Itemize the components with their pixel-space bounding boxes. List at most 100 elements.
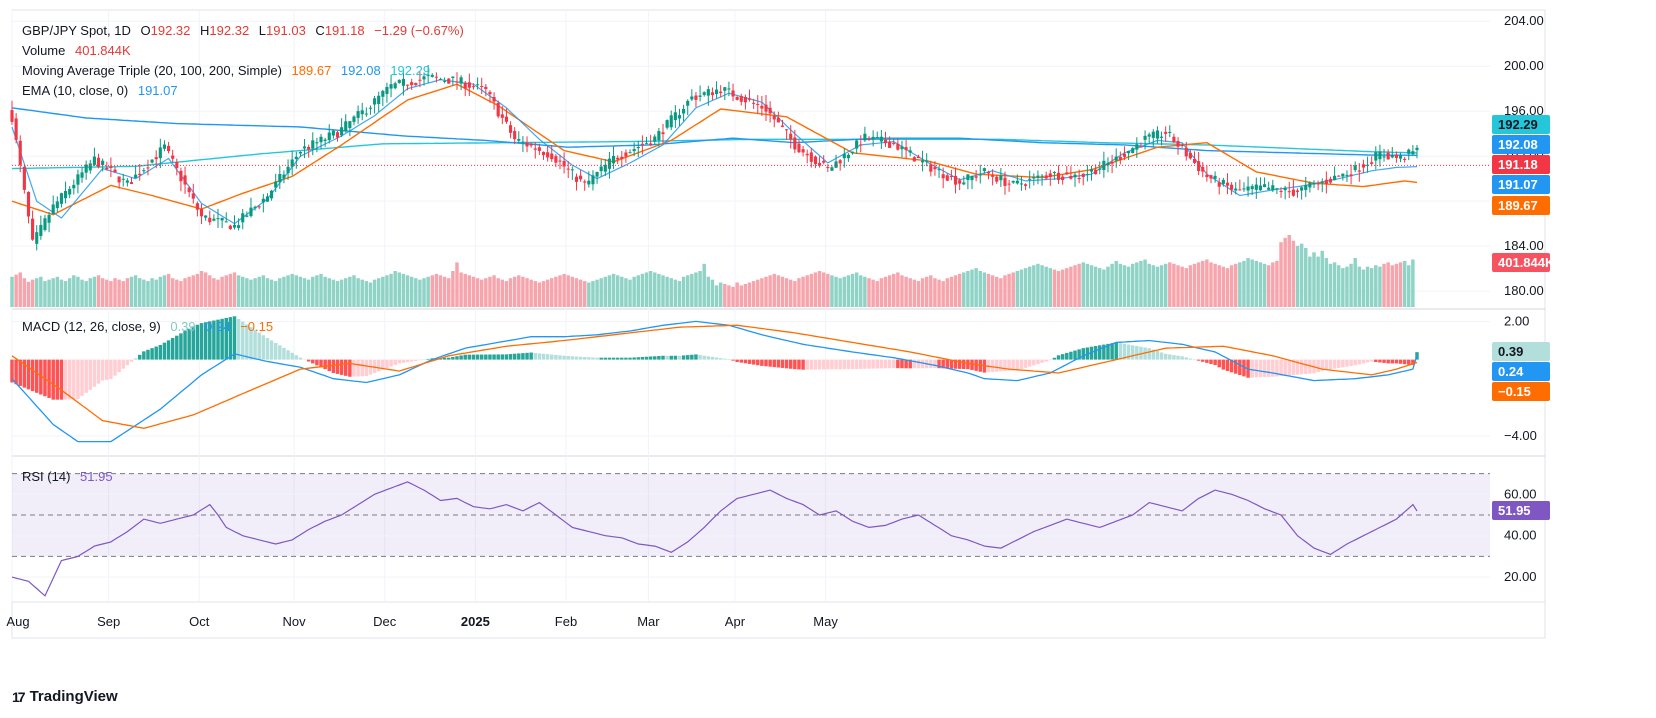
candle-body	[105, 167, 109, 170]
volume-bar	[331, 279, 336, 307]
candle-body	[500, 114, 504, 118]
macd-histogram-bar	[883, 359, 888, 369]
volume-bar	[282, 276, 286, 307]
label-ma200-text: 192.29	[1498, 117, 1538, 132]
volume-bar	[471, 276, 476, 307]
candle-body	[1094, 169, 1098, 175]
candle-body	[1230, 184, 1234, 190]
price-axis-labels: 192.29 192.08 191.18 191.07 189.67 401.844K 0.…	[1492, 115, 1555, 520]
volume-bar	[1295, 245, 1300, 307]
macd-histogram-bar	[352, 359, 356, 377]
macd-histogram-bar	[1176, 355, 1180, 360]
candle-body	[294, 156, 298, 160]
macd-histogram-bar	[385, 359, 389, 369]
volume-bar	[1209, 262, 1213, 307]
macd-histogram-bar	[710, 356, 715, 360]
volume-bar	[1102, 269, 1106, 307]
macd-histogram-bar	[14, 359, 18, 385]
macd-signal-value: −0.15	[240, 319, 274, 334]
candle-body	[220, 217, 224, 221]
moving-average-lines	[11, 79, 1418, 225]
volume-bar	[1233, 263, 1238, 307]
ma100-line	[11, 107, 1417, 156]
volume-bar	[356, 278, 360, 307]
candle-body	[274, 181, 278, 188]
volume-bar	[162, 275, 167, 307]
candle-body	[1176, 141, 1180, 147]
macd-histogram-bar	[743, 359, 748, 364]
macd-histogram-bar	[59, 359, 64, 400]
volume-bar	[496, 278, 500, 307]
volume-bar	[142, 279, 146, 307]
macd-histogram-bar	[521, 353, 525, 360]
macd-histogram-bar	[632, 357, 636, 360]
candle-body	[719, 91, 723, 94]
ema-value: 191.07	[137, 83, 178, 98]
volume-bar	[183, 278, 187, 307]
candle-body	[1180, 145, 1184, 147]
volume-bar	[525, 278, 529, 307]
volume-bar	[467, 275, 472, 307]
candle-body	[1221, 179, 1225, 184]
candle-body	[1411, 151, 1415, 155]
macd-histogram-bar	[1254, 359, 1259, 378]
volume-legend: Volume 401.844K	[22, 42, 131, 60]
volume-bar	[727, 285, 731, 307]
macd-histogram-bar	[768, 359, 772, 367]
macd-histogram-bar	[826, 359, 830, 370]
candle-body	[1036, 175, 1040, 178]
candle-body	[496, 102, 500, 117]
candle-body	[834, 161, 838, 168]
candle-body	[1077, 178, 1081, 180]
candle-body	[797, 143, 801, 153]
macd-histogram-bar	[1221, 359, 1226, 370]
candle-body	[888, 142, 892, 148]
candle-body	[26, 191, 31, 217]
volume-bar	[170, 278, 175, 307]
macd-histogram-bar	[447, 357, 451, 360]
macd-histogram-bar	[1159, 352, 1164, 360]
macd-histogram-bar	[319, 359, 323, 368]
ma200-value: 192.29	[390, 63, 431, 78]
macd-histogram-bar	[1262, 359, 1267, 378]
candle-body	[55, 201, 59, 209]
volume-bar	[772, 273, 776, 307]
volume-bar	[220, 276, 224, 307]
volume-bar	[834, 276, 838, 307]
volume-bar	[1143, 259, 1147, 307]
label-volume: 401.844K	[1492, 253, 1555, 272]
candle-body	[1024, 184, 1028, 186]
candle-body	[962, 182, 966, 185]
candle-body	[471, 86, 476, 88]
macd-histogram-bar	[1073, 350, 1077, 360]
candle-body	[900, 146, 904, 150]
macd-histogram-bar	[409, 359, 414, 362]
candle-body	[142, 170, 146, 172]
macd-histogram-bar	[1011, 359, 1015, 371]
tradingview-logo[interactable]: 17 TradingView	[12, 688, 118, 705]
volume-bar	[55, 276, 60, 307]
macd-histogram-bar	[1304, 359, 1308, 374]
macd-histogram-bar	[1295, 359, 1300, 375]
macd-histogram-bar	[685, 355, 690, 360]
candle-body	[632, 149, 636, 152]
volume-bar	[1336, 265, 1341, 307]
macd-histogram-bar	[636, 357, 641, 360]
candle-body	[10, 110, 14, 122]
macd-histogram-bar	[537, 353, 542, 360]
volume-bar	[817, 271, 822, 307]
candle-body	[941, 174, 945, 179]
volume-bar	[702, 263, 706, 307]
volume-bar	[562, 273, 566, 307]
macd-histogram-bar	[867, 359, 871, 369]
macd-histogram-bar	[813, 359, 818, 370]
volume-bar	[718, 282, 723, 307]
candle-body	[364, 113, 368, 115]
label-volume-box	[1492, 253, 1550, 272]
candle-body	[661, 132, 665, 135]
candle-body	[1374, 152, 1378, 161]
volume-bar	[1390, 265, 1395, 307]
candle-body	[18, 140, 22, 166]
macd-histogram-bar	[1394, 359, 1399, 364]
